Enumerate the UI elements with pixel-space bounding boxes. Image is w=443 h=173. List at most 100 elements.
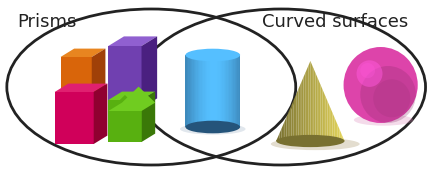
Circle shape [373, 79, 410, 117]
Polygon shape [194, 55, 195, 127]
Polygon shape [192, 55, 194, 127]
Polygon shape [205, 55, 206, 127]
Polygon shape [293, 97, 295, 141]
Polygon shape [324, 93, 326, 141]
Polygon shape [203, 55, 205, 127]
Polygon shape [343, 137, 345, 141]
Circle shape [360, 63, 375, 78]
Polygon shape [287, 113, 288, 141]
Polygon shape [235, 55, 236, 127]
Polygon shape [291, 101, 293, 141]
Polygon shape [186, 55, 187, 127]
Polygon shape [109, 36, 157, 46]
Polygon shape [233, 55, 235, 127]
Polygon shape [283, 121, 285, 141]
Polygon shape [314, 69, 315, 141]
Polygon shape [218, 55, 220, 127]
Polygon shape [329, 105, 331, 141]
Polygon shape [323, 89, 324, 141]
Polygon shape [327, 101, 329, 141]
Polygon shape [326, 97, 327, 141]
Polygon shape [215, 55, 217, 127]
Polygon shape [222, 55, 224, 127]
Ellipse shape [276, 135, 345, 147]
Polygon shape [334, 117, 336, 141]
Polygon shape [309, 61, 311, 141]
Polygon shape [224, 55, 225, 127]
Polygon shape [61, 57, 92, 109]
Polygon shape [94, 84, 107, 144]
Polygon shape [339, 129, 341, 141]
Polygon shape [237, 55, 239, 127]
Polygon shape [239, 55, 240, 127]
Polygon shape [198, 55, 199, 127]
Polygon shape [290, 105, 291, 141]
Polygon shape [307, 65, 309, 141]
Polygon shape [285, 117, 287, 141]
Polygon shape [299, 85, 300, 141]
Polygon shape [201, 55, 202, 127]
Ellipse shape [271, 138, 360, 150]
Polygon shape [54, 84, 107, 92]
Polygon shape [206, 55, 207, 127]
Circle shape [360, 66, 416, 123]
Polygon shape [211, 55, 213, 127]
Polygon shape [221, 55, 222, 127]
Polygon shape [213, 55, 214, 127]
Polygon shape [188, 55, 190, 127]
Polygon shape [109, 46, 141, 108]
Polygon shape [297, 89, 299, 141]
Polygon shape [276, 137, 278, 141]
Polygon shape [61, 49, 105, 57]
Polygon shape [207, 55, 209, 127]
Text: Curved surfaces: Curved surfaces [261, 13, 408, 31]
Polygon shape [195, 55, 196, 127]
Polygon shape [109, 100, 141, 142]
Polygon shape [229, 55, 230, 127]
Polygon shape [141, 36, 157, 108]
Polygon shape [225, 55, 226, 127]
Ellipse shape [186, 49, 240, 61]
Polygon shape [312, 65, 314, 141]
Polygon shape [92, 49, 105, 109]
Polygon shape [220, 55, 221, 127]
Polygon shape [333, 113, 334, 141]
Polygon shape [202, 55, 203, 127]
Polygon shape [191, 55, 192, 127]
Polygon shape [311, 61, 312, 141]
Polygon shape [341, 133, 343, 141]
Polygon shape [317, 77, 319, 141]
Polygon shape [230, 55, 232, 127]
Polygon shape [305, 69, 307, 141]
Circle shape [344, 47, 418, 123]
Polygon shape [141, 92, 155, 142]
Polygon shape [217, 55, 218, 127]
Circle shape [357, 60, 382, 87]
Polygon shape [209, 55, 210, 127]
Polygon shape [280, 129, 281, 141]
Text: Prisms: Prisms [18, 13, 77, 31]
Polygon shape [109, 87, 155, 111]
Polygon shape [228, 55, 229, 127]
Ellipse shape [180, 123, 245, 135]
Polygon shape [319, 81, 321, 141]
Polygon shape [321, 85, 323, 141]
Polygon shape [187, 55, 188, 127]
Polygon shape [338, 125, 339, 141]
Polygon shape [190, 55, 191, 127]
Polygon shape [109, 95, 141, 142]
Polygon shape [54, 92, 94, 144]
Polygon shape [288, 109, 290, 141]
Polygon shape [232, 55, 233, 127]
Polygon shape [302, 77, 303, 141]
Polygon shape [109, 92, 155, 100]
Polygon shape [278, 133, 280, 141]
Polygon shape [196, 55, 198, 127]
Polygon shape [214, 55, 215, 127]
Polygon shape [331, 109, 333, 141]
Polygon shape [226, 55, 228, 127]
Polygon shape [210, 55, 211, 127]
Polygon shape [199, 55, 201, 127]
Polygon shape [236, 55, 237, 127]
Polygon shape [303, 73, 305, 141]
